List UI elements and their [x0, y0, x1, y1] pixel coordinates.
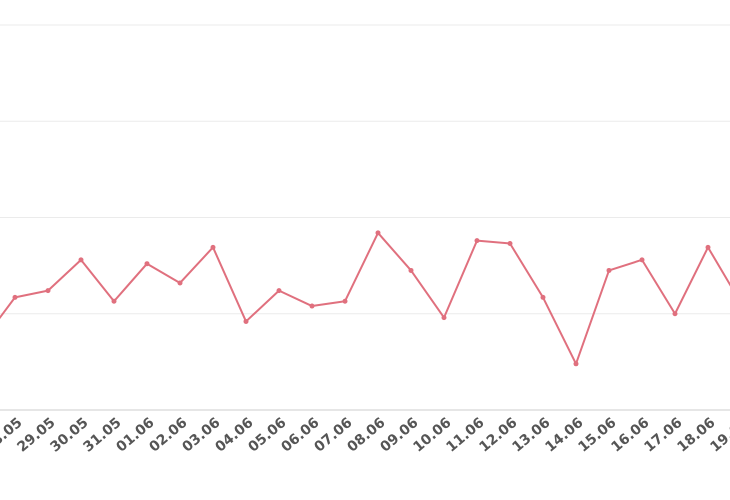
data-point: [474, 238, 480, 244]
data-point: [639, 257, 645, 263]
data-point: [144, 261, 150, 267]
data-point: [45, 288, 51, 294]
data-point: [705, 244, 711, 250]
data-point: [441, 315, 447, 321]
data-line: [0, 231, 730, 365]
data-point: [111, 298, 117, 304]
data-point: [540, 294, 546, 300]
data-point: [210, 244, 216, 250]
data-point: [375, 230, 381, 236]
data-point: [672, 311, 678, 317]
data-point: [573, 361, 579, 367]
data-point: [342, 298, 348, 304]
data-point: [408, 267, 414, 273]
data-point: [177, 280, 183, 286]
data-point: [276, 288, 282, 294]
data-point: [78, 257, 84, 263]
data-point: [243, 318, 249, 324]
data-point: [12, 294, 18, 300]
data-point: [309, 303, 315, 309]
data-point: [606, 267, 612, 273]
data-point: [507, 240, 513, 246]
